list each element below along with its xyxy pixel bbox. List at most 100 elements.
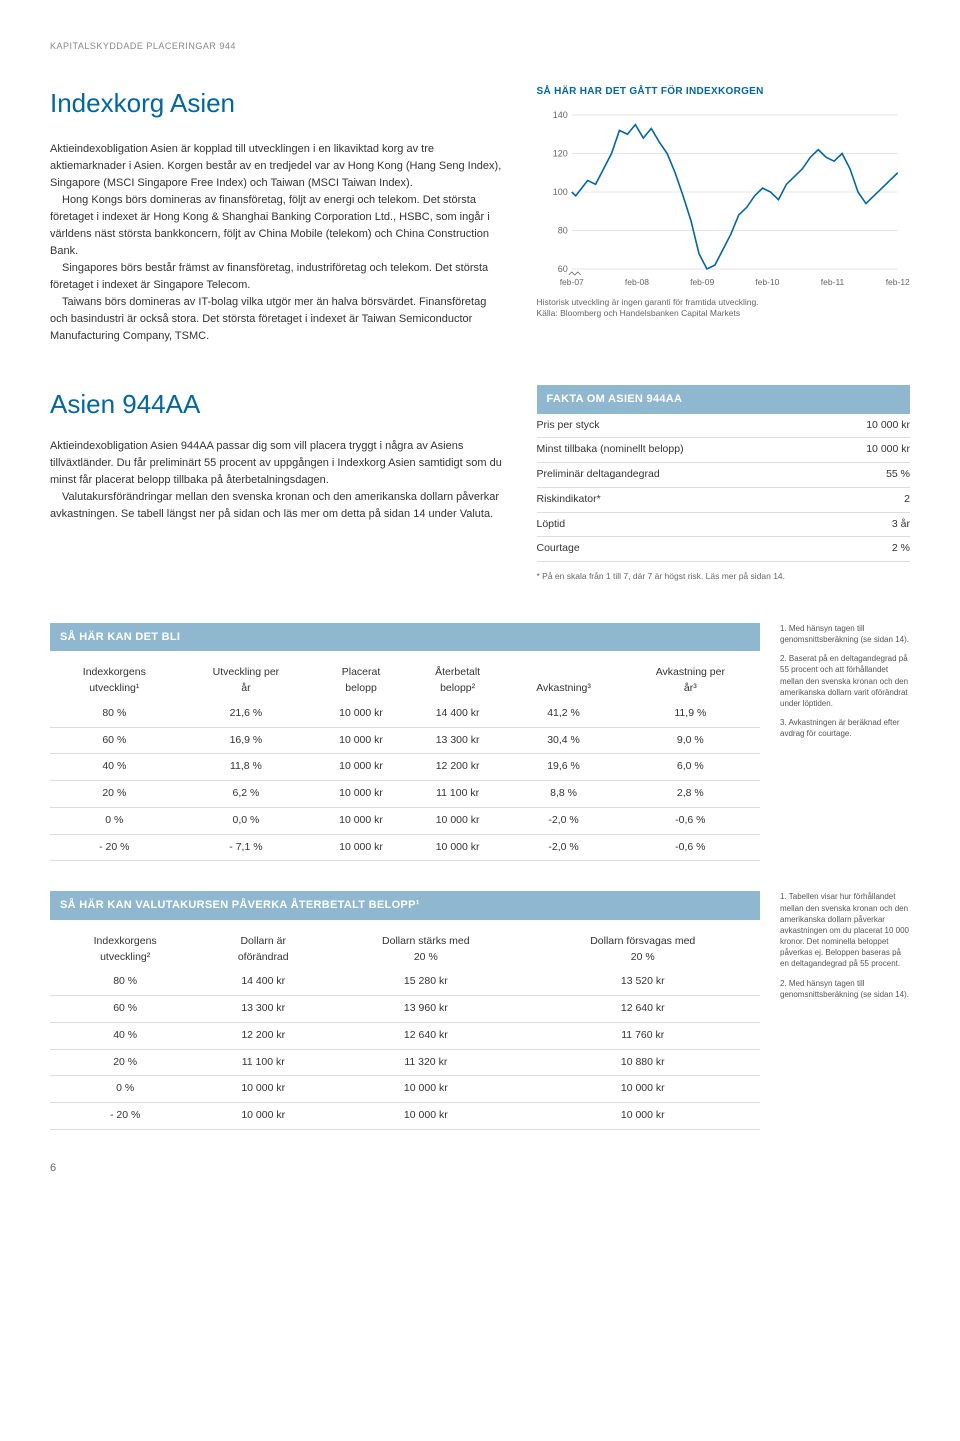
table-note: 2. Baserat på en deltagandegrad på 55 pr… [780,653,910,709]
table-cell: - 7,1 % [179,834,314,861]
chart-caption1: Historisk utveckling är ingen garanti fö… [537,297,911,309]
table-cell: 6,0 % [621,754,760,781]
svg-text:feb-11: feb-11 [820,277,844,287]
table-cell: 10 000 kr [313,807,409,834]
svg-text:feb-08: feb-08 [624,277,648,287]
table-cell: 12 640 kr [326,1022,525,1049]
mid-p1: Aktieindexobligation Asien 944AA passar … [50,438,507,489]
table-cell: 14 400 kr [409,701,507,727]
table-cell: 9,0 % [621,727,760,754]
table2-notes: 1. Tabellen visar hur förhållandet mella… [780,891,910,1130]
table-cell: 13 300 kr [409,727,507,754]
table-cell: 11 100 kr [200,1049,326,1076]
svg-text:feb-12: feb-12 [885,277,909,287]
table-cell: - 20 % [50,1103,200,1130]
table-header-cell: Indexkorgensutveckling² [50,930,200,970]
table-header-cell: Avkastning³ [506,661,620,701]
mid-left: Asien 944AA Aktieindexobligation Asien 9… [50,385,507,583]
top-p2: Hong Kongs börs domineras av finansföret… [50,192,507,260]
table2-header: SÅ HÄR KAN VALUTAKURSEN PÅVERKA ÅTERBETA… [50,891,760,920]
table-row: 80 %21,6 %10 000 kr14 400 kr41,2 %11,9 % [50,701,760,727]
table-cell: 0 % [50,807,179,834]
table-row: 20 %11 100 kr11 320 kr10 880 kr [50,1049,760,1076]
table-header-cell: Placeratbelopp [313,661,409,701]
table-cell: 21,6 % [179,701,314,727]
table-header-cell: Dollarn stärks med20 % [326,930,525,970]
fact-label: Preliminär deltagandegrad [537,467,660,483]
table-row: 20 %6,2 %10 000 kr11 100 kr8,8 %2,8 % [50,781,760,808]
table-cell: - 20 % [50,834,179,861]
table-header-cell: Avkastning perår³ [621,661,760,701]
fact-label: Löptid [537,517,566,533]
table-header-cell: Dollarn äroförändrad [200,930,326,970]
table-cell: 13 960 kr [326,996,525,1023]
table-cell: 60 % [50,727,179,754]
fact-value: 3 år [892,517,910,533]
table-cell: 19,6 % [506,754,620,781]
table-cell: 10 000 kr [409,834,507,861]
table-cell: 11 760 kr [526,1022,761,1049]
top-body: Aktieindexobligation Asien är kopplad ti… [50,141,507,346]
table-cell: 40 % [50,1022,200,1049]
fact-row: Pris per styck 10 000 kr [537,414,911,439]
table-cell: 12 200 kr [409,754,507,781]
table-cell: 10 000 kr [326,1103,525,1130]
table-note: 2. Med hänsyn tagen till genomsnittsberä… [780,978,910,1000]
fact-row: Courtage2 % [537,537,911,562]
fact-label: Minst tillbaka (nominellt belopp) [537,442,684,458]
table-cell: 14 400 kr [200,969,326,995]
table-header-cell: Dollarn försvagas med20 % [526,930,761,970]
table-row: - 20 %10 000 kr10 000 kr10 000 kr [50,1103,760,1130]
svg-text:140: 140 [552,110,567,120]
table-row: 40 %11,8 %10 000 kr12 200 kr19,6 %6,0 % [50,754,760,781]
table-cell: 60 % [50,996,200,1023]
table-cell: 10 000 kr [313,727,409,754]
table-cell: 13 300 kr [200,996,326,1023]
table-row: 60 %13 300 kr13 960 kr12 640 kr [50,996,760,1023]
doc-header: KAPITALSKYDDADE PLACERINGAR 944 [50,40,910,54]
table-cell: 40 % [50,754,179,781]
table-cell: 2,8 % [621,781,760,808]
table-header-cell: Indexkorgensutveckling¹ [50,661,179,701]
chart-caption: Historisk utveckling är ingen garanti fö… [537,297,911,321]
table-cell: 80 % [50,969,200,995]
table-header-cell: Återbetaltbelopp² [409,661,507,701]
top-title: Indexkorg Asien [50,84,507,123]
table-cell: 11 100 kr [409,781,507,808]
chart-svg: 6080100120140feb-07feb-08feb-09feb-10feb… [537,109,911,289]
table-cell: 15 280 kr [326,969,525,995]
svg-text:100: 100 [552,187,567,197]
table-cell: 10 000 kr [313,754,409,781]
svg-text:120: 120 [552,148,567,158]
fact-value: 55 % [886,467,910,483]
table-cell: 10 000 kr [526,1103,761,1130]
table-cell: 12 200 kr [200,1022,326,1049]
table-cell: 12 640 kr [526,996,761,1023]
svg-text:feb-07: feb-07 [559,277,583,287]
table-cell: 10 880 kr [526,1049,761,1076]
top-p1: Aktieindexobligation Asien är kopplad ti… [50,141,507,192]
table-cell: 0,0 % [179,807,314,834]
table-row: - 20 %- 7,1 %10 000 kr10 000 kr-2,0 %-0,… [50,834,760,861]
svg-text:60: 60 [557,264,567,274]
facts-note: * På en skala från 1 till 7, där 7 är hö… [537,570,911,583]
mid-body: Aktieindexobligation Asien 944AA passar … [50,438,507,523]
chart-box: 6080100120140feb-07feb-08feb-09feb-10feb… [537,109,911,289]
facts-rows: Pris per styck 10 000 kr Minst tillbaka (n… [537,414,911,563]
table-cell: 10 000 kr [526,1076,761,1103]
facts-header: FAKTA OM ASIEN 944AA [537,385,911,414]
table-row: 40 %12 200 kr12 640 kr11 760 kr [50,1022,760,1049]
fact-value: 10 000 kr [866,418,910,434]
table1: Indexkorgensutveckling¹Utveckling perårP… [50,661,760,861]
fact-label: Pris per styck [537,418,600,434]
table-cell: 10 000 kr [409,807,507,834]
table-cell: 11,9 % [621,701,760,727]
table-cell: 8,8 % [506,781,620,808]
table-cell: 10 000 kr [326,1076,525,1103]
mid-right: FAKTA OM ASIEN 944AA Pris per styck 10 00… [537,385,911,583]
fact-row: Minst tillbaka (nominellt belopp)10 000 … [537,438,911,463]
table-cell: 20 % [50,1049,200,1076]
table-header-cell: Utveckling perår [179,661,314,701]
table-cell: 0 % [50,1076,200,1103]
table-cell: 10 000 kr [200,1076,326,1103]
